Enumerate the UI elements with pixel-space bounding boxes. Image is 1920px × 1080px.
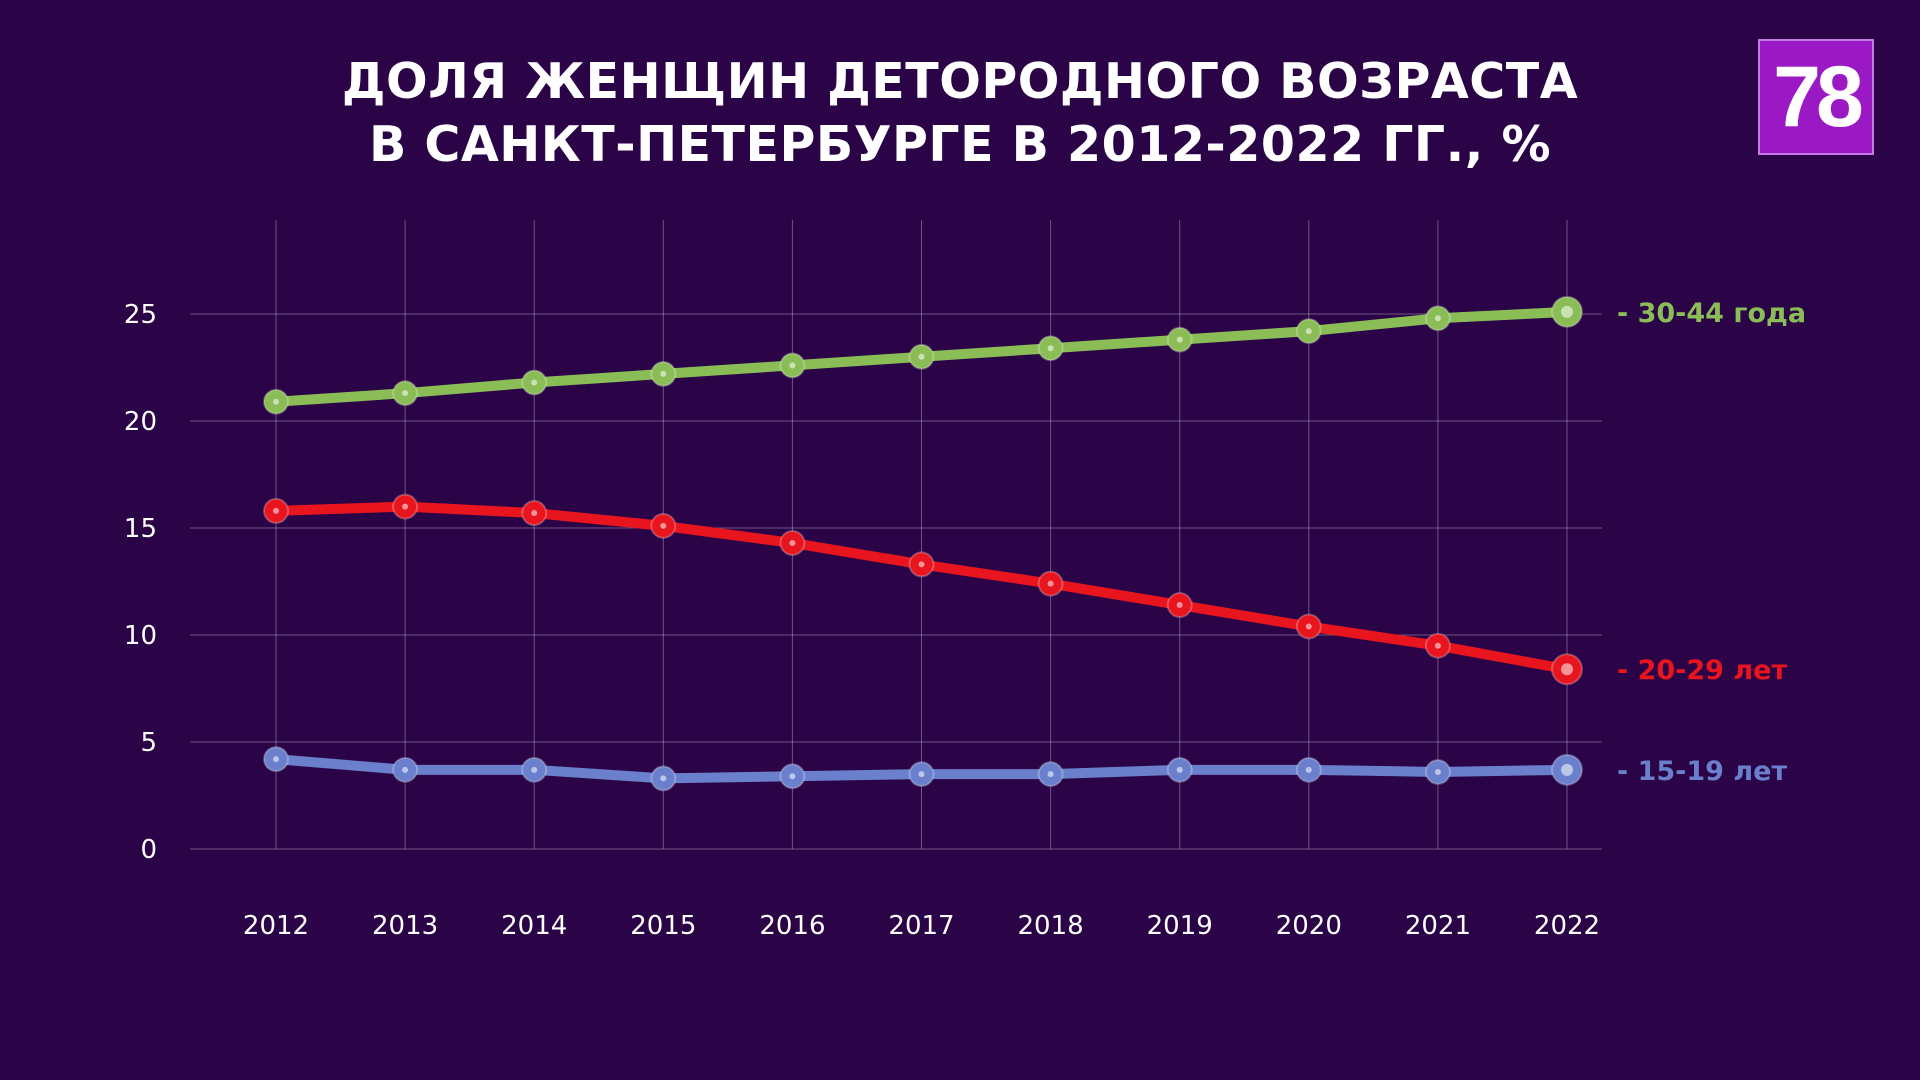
data-point-center xyxy=(789,539,796,546)
series-label: - 30-44 года xyxy=(1617,298,1806,329)
x-tick-label: 2020 xyxy=(1276,911,1342,941)
data-point-center xyxy=(402,390,409,397)
data-point-center xyxy=(1176,766,1183,773)
data-point-center xyxy=(918,353,925,360)
data-point-center xyxy=(402,503,409,510)
data-point-center xyxy=(660,522,667,529)
channel-78-logo: 78 xyxy=(1758,39,1874,155)
chart-series xyxy=(263,295,1583,792)
data-point-center xyxy=(660,775,667,782)
data-point-center xyxy=(1047,771,1054,778)
x-tick-label: 2022 xyxy=(1534,911,1600,941)
series-label: - 20-29 лет xyxy=(1617,655,1787,686)
x-tick-label: 2017 xyxy=(888,911,954,941)
series-label: - 15-19 лет xyxy=(1617,756,1787,787)
data-point-center xyxy=(531,510,538,517)
x-tick-label: 2016 xyxy=(759,911,825,941)
chart-grid xyxy=(190,220,1602,850)
data-point-center xyxy=(1561,305,1573,318)
chart-legend: - 30-44 года - 20-29 лет - 15-19 лет xyxy=(1617,298,1806,787)
data-point-center xyxy=(1561,763,1573,776)
x-tick-label: 2013 xyxy=(372,911,438,941)
y-axis: 0 5 10 15 20 25 xyxy=(124,300,157,865)
y-tick-label: 0 xyxy=(140,835,157,865)
data-point-center xyxy=(1176,336,1183,343)
chart-title-line-2: В САНКТ-ПЕТЕРБУРГЕ В 2012-2022 ГГ., % xyxy=(368,116,1552,173)
data-point-center xyxy=(1434,642,1441,649)
chart-title-line-1: ДОЛЯ ЖЕНЩИН ДЕТОРОДНОГО ВОЗРАСТА xyxy=(341,53,1579,110)
y-tick-label: 15 xyxy=(124,514,157,544)
data-point-center xyxy=(1305,623,1312,630)
x-tick-label: 2015 xyxy=(630,911,696,941)
data-point-center xyxy=(1561,663,1573,676)
x-axis: 2012 2013 2014 2015 2016 2017 2018 2019 2020 2021… xyxy=(243,911,1600,941)
data-point-center xyxy=(1176,602,1183,609)
data-point-center xyxy=(918,561,925,568)
x-tick-label: 2019 xyxy=(1147,911,1213,941)
data-point-center xyxy=(402,766,409,773)
y-tick-label: 5 xyxy=(140,728,157,758)
data-point-center xyxy=(660,370,667,377)
data-point-center xyxy=(789,362,796,369)
data-point-center xyxy=(1047,580,1054,587)
data-point-center xyxy=(918,771,925,778)
x-tick-label: 2012 xyxy=(243,911,309,941)
data-point-center xyxy=(273,507,279,514)
data-point-center xyxy=(531,766,538,773)
data-point-center xyxy=(273,398,279,405)
y-tick-label: 20 xyxy=(124,407,157,437)
x-tick-label: 2018 xyxy=(1018,911,1084,941)
data-point-center xyxy=(1434,768,1441,775)
chart-title: ДОЛЯ ЖЕНЩИН ДЕТОРОДНОГО ВОЗРАСТА В САНКТ… xyxy=(0,50,1920,176)
data-point-center xyxy=(1305,766,1312,773)
data-point-center xyxy=(1047,345,1054,352)
x-tick-label: 2014 xyxy=(501,911,567,941)
data-point-center xyxy=(273,756,279,763)
data-point-center xyxy=(531,379,538,386)
y-tick-label: 10 xyxy=(124,621,157,651)
x-tick-label: 2021 xyxy=(1405,911,1471,941)
data-point-center xyxy=(789,773,796,780)
data-point-center xyxy=(1305,328,1312,335)
y-tick-label: 25 xyxy=(124,300,157,330)
data-point-center xyxy=(1434,315,1441,322)
